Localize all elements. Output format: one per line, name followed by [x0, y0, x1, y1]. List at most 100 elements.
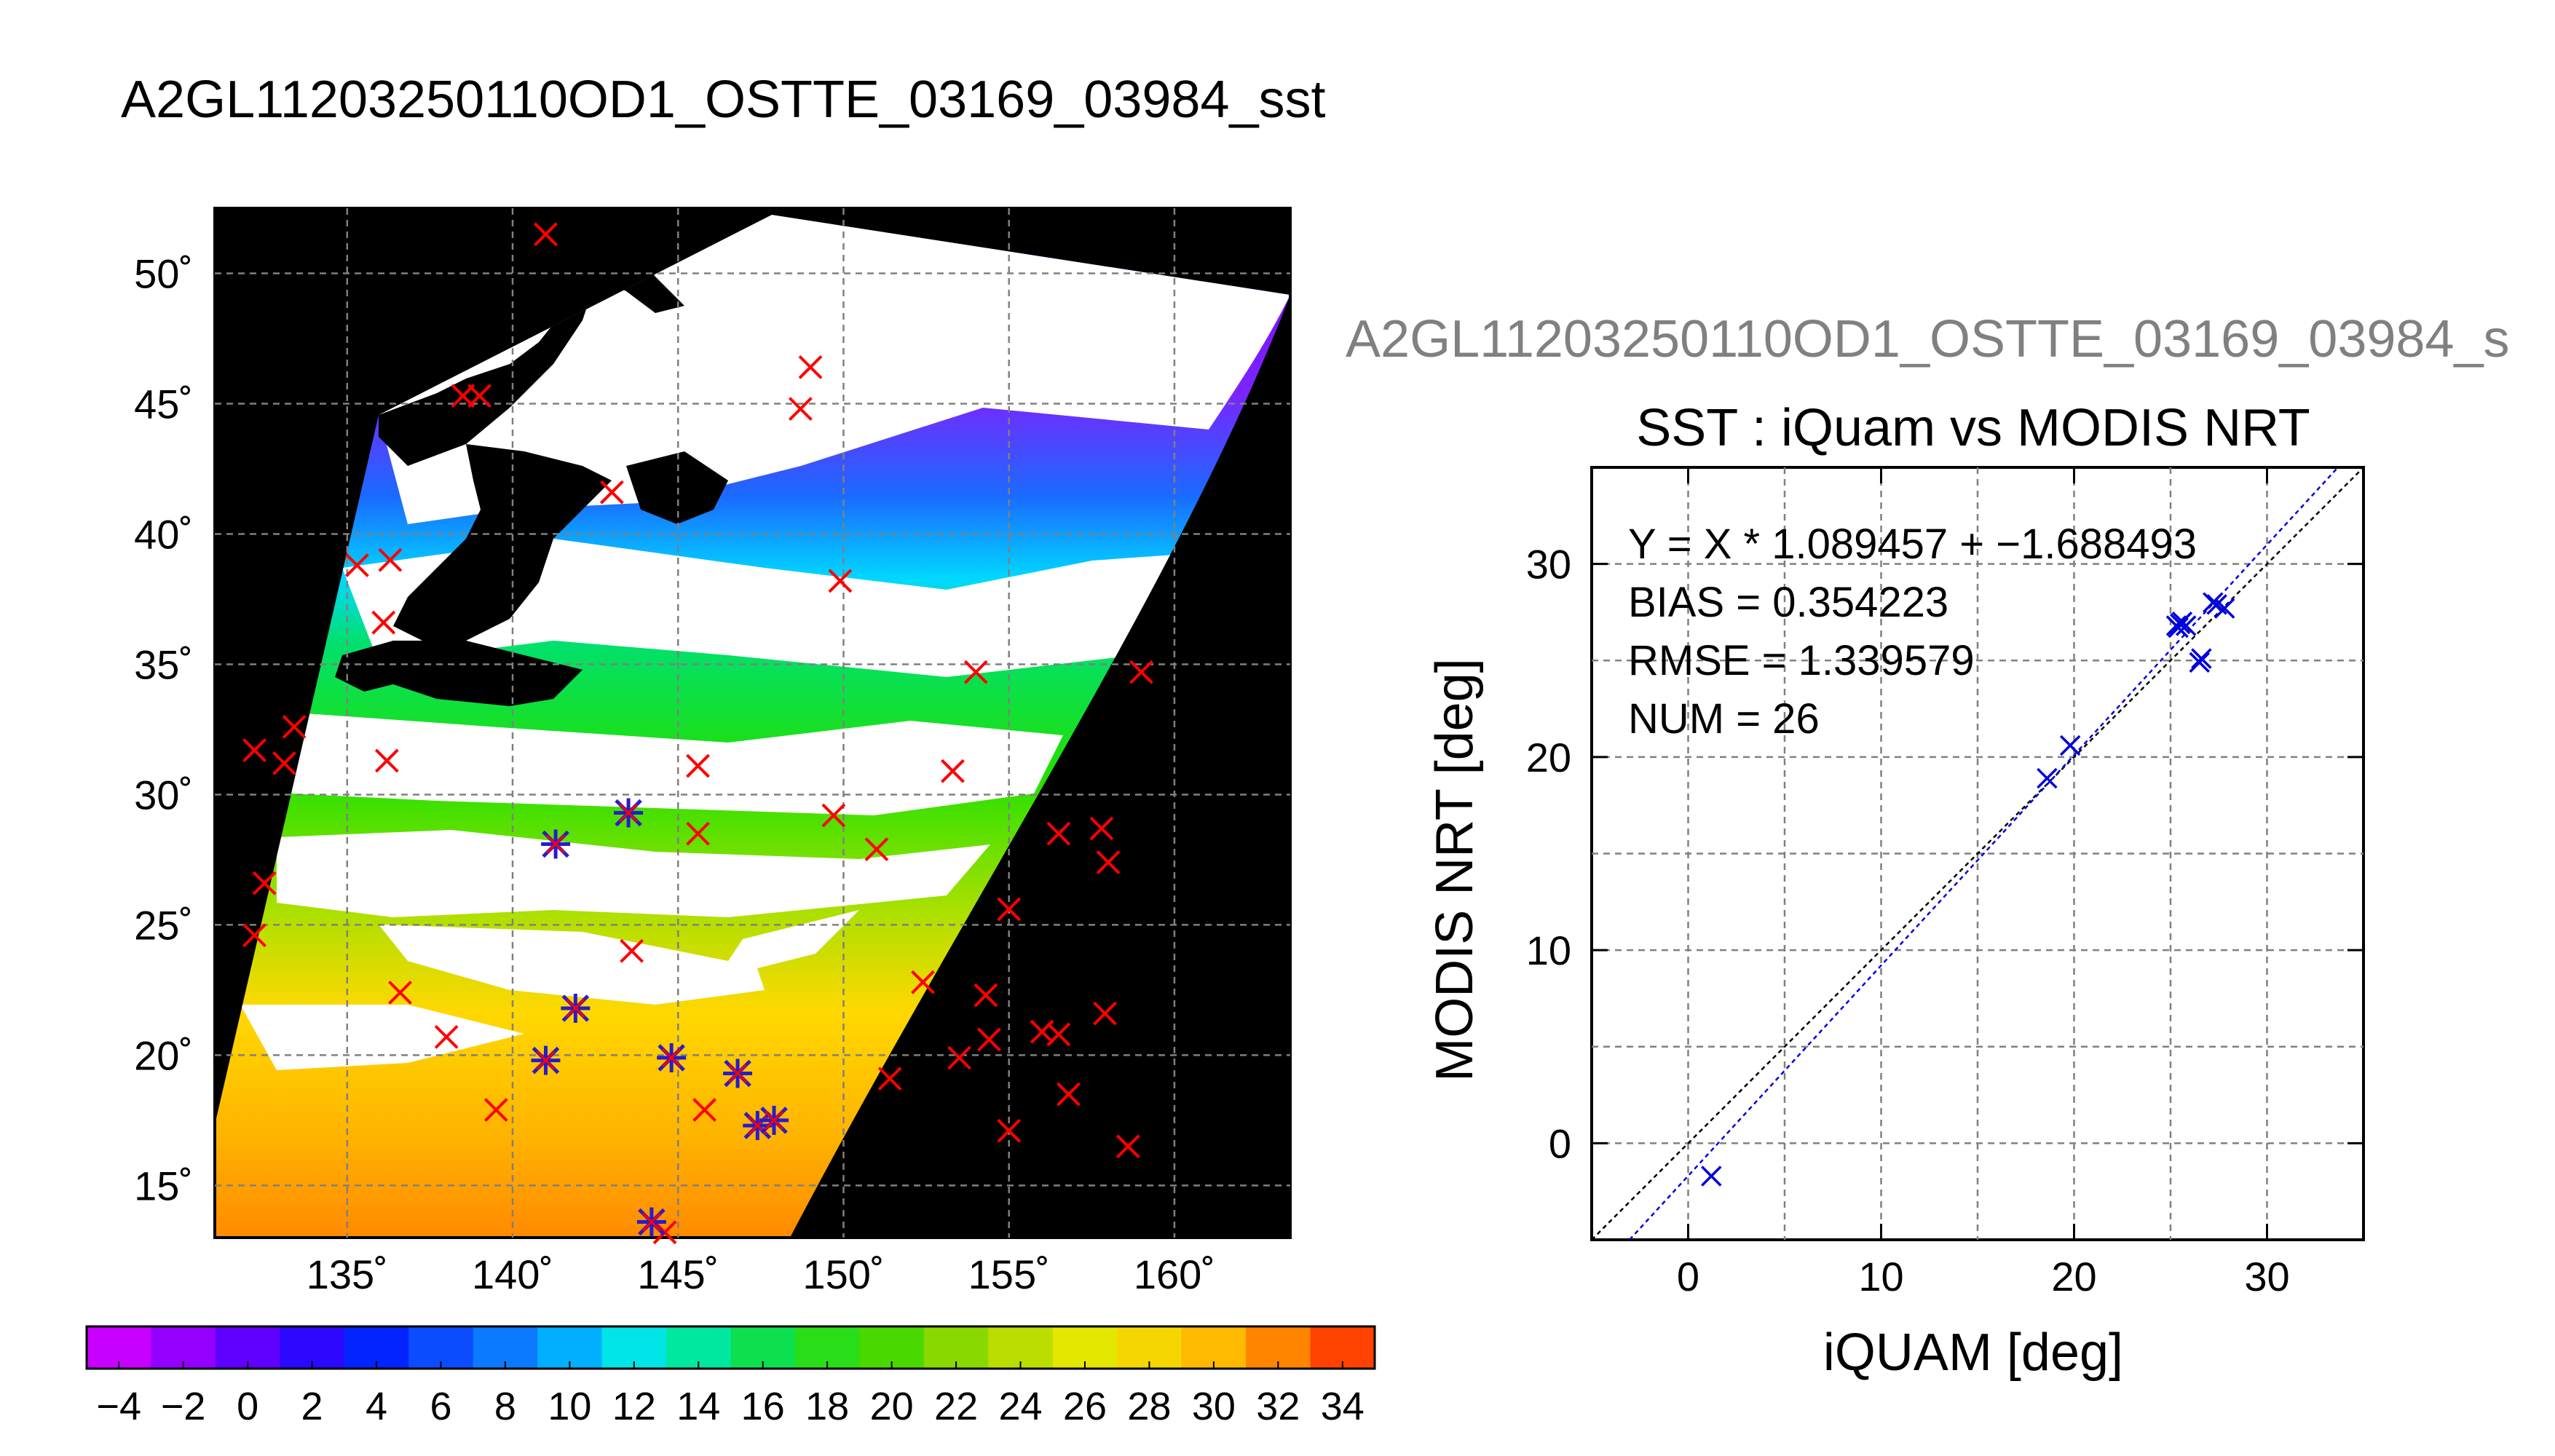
colorbar-tick-label: 8 — [494, 1385, 516, 1428]
scatter-point — [2168, 617, 2189, 638]
matchup-marker-stroke — [1115, 1134, 1140, 1159]
matchup-marker — [947, 1045, 971, 1070]
matchup-marker-stroke — [947, 1045, 971, 1070]
matchup-marker-stroke — [1129, 660, 1153, 684]
scatter-point — [1701, 1166, 1722, 1187]
map-lat-tick-label: 50˚ — [134, 250, 193, 296]
colorbar-frame — [85, 1325, 1376, 1370]
y-tick-label: 10 — [1526, 927, 1571, 973]
matchup-marker — [828, 569, 853, 593]
scatter-lines-clipped — [1592, 467, 2364, 1240]
identity-line — [1592, 467, 2364, 1240]
matchup-marker — [252, 871, 277, 895]
matchup-marker-stroke — [282, 714, 307, 739]
stats-line: Y = X * 1.089457 + −1.688493 — [1628, 521, 2197, 568]
matchup-marker-stroke — [1096, 850, 1121, 874]
matchup-marker — [1057, 1082, 1081, 1107]
matchup-marker — [620, 938, 644, 963]
colorbar-tick-label: 26 — [1063, 1385, 1107, 1428]
map-lat-tick-label: 15˚ — [134, 1163, 193, 1208]
land-mask — [393, 641, 583, 706]
valid-matchup-marker — [561, 993, 591, 1023]
valid-matchup-overlay — [641, 1212, 661, 1232]
cloud-mask — [240, 1005, 524, 1070]
valid-matchup-overlay-stroke — [536, 1051, 556, 1070]
matchup-marker-stroke — [686, 753, 710, 778]
matchup-marker — [1046, 1022, 1071, 1047]
matchup-marker — [371, 610, 396, 635]
matchup-marker — [467, 384, 491, 408]
y-tick-label: 30 — [1526, 542, 1571, 587]
land-mask — [393, 444, 612, 641]
valid-matchup-overlay-stroke — [619, 803, 639, 823]
map-lat-tick-label: 30˚ — [134, 772, 193, 818]
matchup-marker-stroke — [692, 1098, 717, 1123]
regression-line — [1628, 467, 2339, 1240]
x-tick-label: 20 — [2051, 1254, 2096, 1299]
matchup-marker — [1115, 1134, 1140, 1159]
matchup-marker-stroke — [252, 871, 277, 895]
land-mask — [335, 641, 393, 692]
map-lon-tick-label: 150˚ — [802, 1251, 884, 1297]
map-title: A2GL11203250110OD1_OSTTE_03169_03984_sst — [121, 71, 1326, 129]
matchup-marker-stroke — [864, 837, 889, 862]
matchup-marker-stroke — [371, 610, 396, 635]
colorbar-tick-label: −2 — [161, 1385, 206, 1428]
matchup-marker — [911, 970, 935, 994]
valid-matchup-overlay-stroke — [546, 834, 566, 854]
matchup-marker-stroke — [941, 759, 965, 783]
x-axis-label: iQUAM [deg] — [1823, 1324, 2123, 1382]
matchup-marker — [345, 553, 369, 577]
map-lat-tick-label: 45˚ — [134, 381, 193, 427]
valid-matchup-marker — [723, 1059, 753, 1088]
scatter-point-stroke — [2191, 648, 2212, 669]
valid-matchup-marker — [614, 798, 644, 828]
matchup-marker-stroke — [1046, 821, 1071, 846]
map-lon-tick-label: 155˚ — [968, 1251, 1050, 1297]
scatter-point-stroke — [2037, 767, 2058, 789]
matchup-marker — [1093, 1001, 1117, 1026]
matchup-marker — [242, 923, 266, 948]
matchup-marker-stroke — [467, 384, 491, 408]
matchup-marker-stroke — [434, 1024, 459, 1049]
matchup-marker-stroke — [798, 355, 823, 379]
matchup-marker-stroke — [1046, 1022, 1071, 1047]
matchup-marker-stroke — [483, 1098, 508, 1123]
valid-matchup-overlay-stroke — [641, 1212, 661, 1232]
y-tick-label: 20 — [1526, 735, 1571, 780]
colorbar-tick-label: 16 — [741, 1385, 785, 1428]
stats-line: BIAS = 0.354223 — [1628, 579, 1948, 626]
matchup-marker-stroke — [1057, 1082, 1081, 1107]
map-lat-tick-label: 25˚ — [134, 902, 193, 948]
matchup-marker-stroke — [345, 553, 369, 577]
stats-line: NUM = 26 — [1628, 695, 1820, 743]
scatter-plot: SST : iQuam vs MODIS NRT iQUAM [deg] MOD… — [1426, 399, 2365, 1382]
matchup-marker-stroke — [963, 660, 988, 684]
valid-matchup-overlay-stroke — [727, 1064, 748, 1083]
map-lon-tick-label: 145˚ — [637, 1251, 719, 1297]
stats-line: RMSE = 1.339579 — [1628, 637, 1975, 684]
matchup-marker-stroke — [828, 569, 853, 593]
matchup-marker — [282, 714, 307, 739]
valid-matchup-overlay-stroke — [566, 998, 585, 1018]
valid-matchup-marker — [759, 1105, 789, 1135]
scatter-title: SST : iQuam vs MODIS NRT — [1636, 399, 2310, 457]
colorbar-tick-label: 28 — [1127, 1385, 1171, 1428]
colorbar-tick-label: 4 — [366, 1385, 387, 1428]
colorbar-tick-label: 32 — [1256, 1385, 1300, 1428]
matchup-marker — [242, 738, 266, 763]
valid-matchup-overlay — [662, 1048, 682, 1068]
scatter-point-stroke — [2059, 735, 2081, 756]
scatter-point-stroke — [2206, 594, 2227, 615]
scatter-point — [2171, 611, 2193, 633]
matchup-marker-stroke — [374, 748, 399, 773]
matchup-marker-stroke — [877, 1067, 902, 1091]
map-lat-tick-label: 40˚ — [134, 511, 193, 557]
matchup-marker — [534, 222, 558, 247]
scatter-point — [2059, 735, 2081, 756]
valid-matchup-marker — [531, 1045, 561, 1075]
matchup-marker — [974, 983, 998, 1008]
matchup-marker — [1096, 850, 1121, 874]
valid-matchup-overlay — [566, 998, 585, 1018]
scatter-point — [2189, 652, 2210, 673]
